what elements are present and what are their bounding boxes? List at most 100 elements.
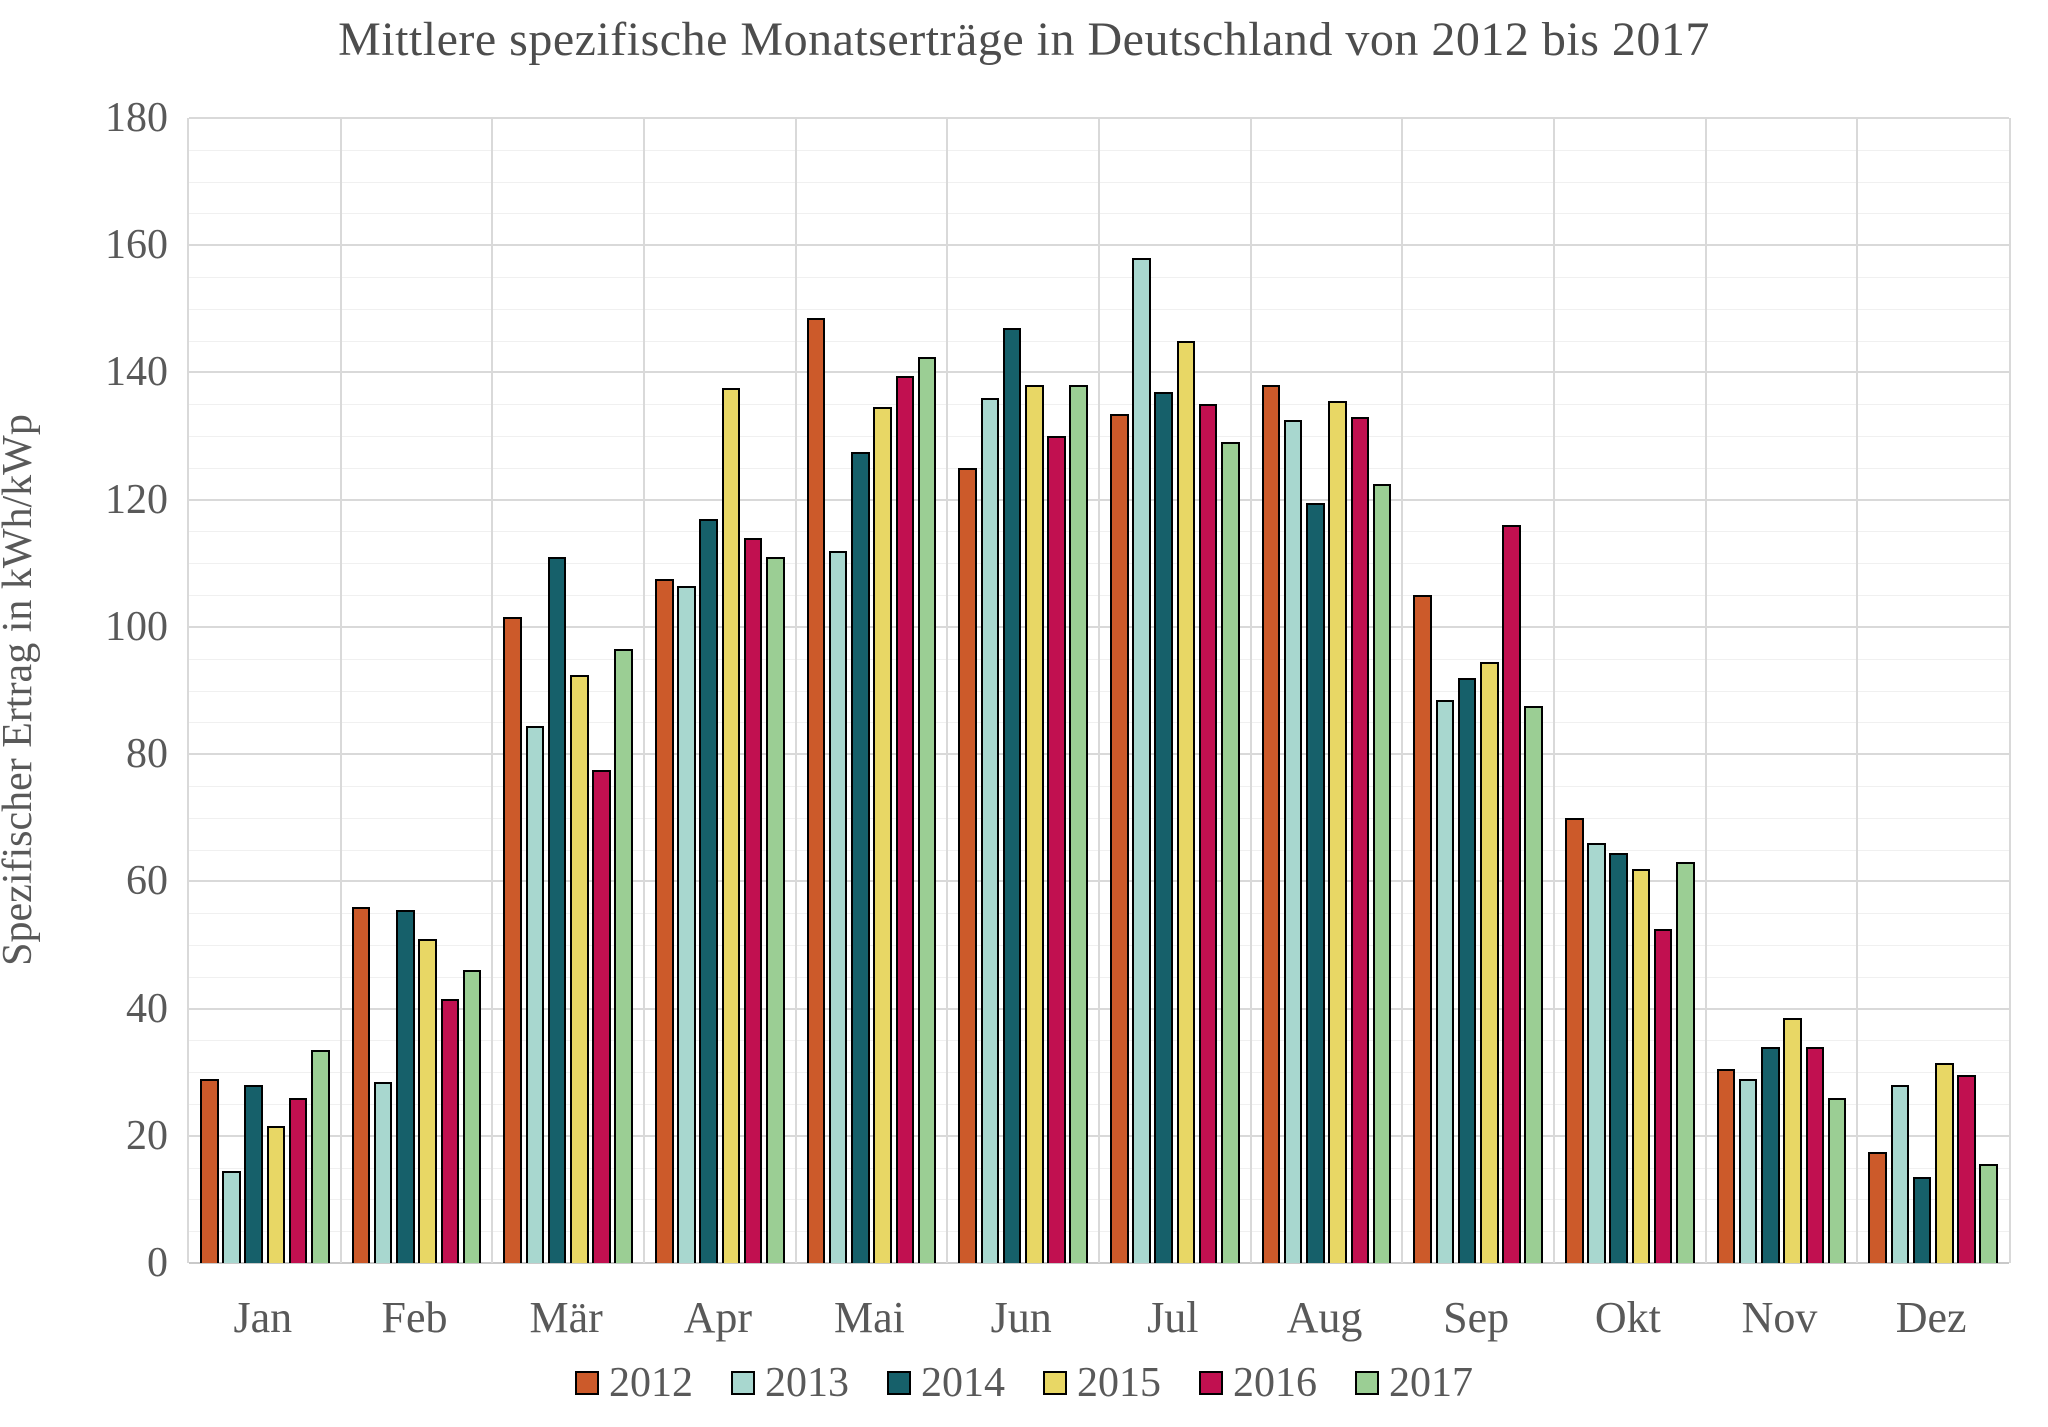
- x-tick-label-Aug: Aug: [1286, 1293, 1363, 1342]
- bar-2014-Apr: [699, 518, 718, 1263]
- bar-2015-Jun: [1025, 385, 1044, 1263]
- vertical-gridline: [946, 118, 949, 1263]
- legend-label-2017: 2017: [1389, 1360, 1473, 1406]
- vertical-gridline: [491, 118, 494, 1263]
- bar-2017-Jul: [1221, 442, 1240, 1263]
- bar-2013-Feb: [373, 1081, 393, 1263]
- bar-2016-Jul: [1198, 404, 1218, 1263]
- bar-2013-Mai: [828, 550, 848, 1263]
- x-tick-label-Jul: Jul: [1147, 1293, 1199, 1342]
- bar-2014-Mai: [851, 451, 870, 1263]
- vertical-gridline: [1098, 118, 1100, 1263]
- bar-2012-Apr: [655, 579, 674, 1263]
- bar-2015-Mär: [570, 674, 589, 1263]
- bar-2013-Nov: [1738, 1078, 1758, 1263]
- y-tick-label: 120: [105, 476, 168, 523]
- bar-2013-Dez: [1890, 1084, 1910, 1263]
- x-axis-line: [189, 1262, 2009, 1264]
- bar-2016-Aug: [1350, 416, 1370, 1263]
- bar-2012-Mär: [503, 617, 522, 1263]
- y-tick-label: 100: [105, 603, 168, 650]
- plot-area: [187, 117, 2011, 1264]
- bar-2017-Nov: [1827, 1097, 1847, 1263]
- bar-2012-Mai: [806, 318, 826, 1263]
- bar-2014-Jul: [1154, 391, 1173, 1263]
- bar-2013-Jan: [222, 1170, 241, 1263]
- y-tick-label: 0: [147, 1240, 168, 1286]
- bar-2017-Okt: [1676, 862, 1695, 1263]
- legend-swatch-2014: [887, 1371, 911, 1395]
- y-tick-label: 140: [105, 349, 168, 396]
- bar-2013-Mär: [525, 725, 545, 1263]
- x-tick-label-Nov: Nov: [1741, 1293, 1818, 1342]
- legend: 2012 2013 2014 2015 2016 2017: [0, 1362, 2048, 1404]
- bar-2015-Apr: [721, 388, 741, 1263]
- bar-2016-Feb: [440, 999, 460, 1263]
- bar-2015-Okt: [1631, 868, 1651, 1263]
- chart-title: Mittlere spezifische Monatserträge in De…: [338, 13, 1710, 66]
- bar-2016-Apr: [743, 537, 763, 1263]
- bar-2014-Feb: [396, 909, 415, 1263]
- bar-2012-Dez: [1868, 1151, 1887, 1263]
- y-axis-title: Spezifischer Ertrag in kWh/kWp: [0, 414, 41, 966]
- bar-2012-Feb: [351, 906, 371, 1263]
- bar-2012-Jul: [1110, 413, 1129, 1263]
- bar-2013-Okt: [1587, 843, 1606, 1263]
- y-tick-label: 180: [105, 95, 168, 141]
- x-tick-label-Mai: Mai: [834, 1293, 905, 1342]
- bar-2015-Nov: [1783, 1018, 1802, 1263]
- y-tick-label: 160: [105, 222, 168, 269]
- bar-2013-Jun: [980, 397, 1000, 1263]
- bar-2016-Nov: [1805, 1046, 1825, 1263]
- vertical-gridline: [643, 118, 645, 1263]
- bar-2014-Dez: [1912, 1177, 1932, 1263]
- bar-2013-Aug: [1283, 420, 1303, 1263]
- bar-2015-Sep: [1480, 661, 1499, 1263]
- vertical-gridline: [1856, 118, 1859, 1263]
- legend-item-2017: 2017: [1355, 1362, 1473, 1404]
- legend-label-2013: 2013: [765, 1360, 849, 1406]
- bar-2017-Mär: [614, 649, 633, 1263]
- legend-item-2015: 2015: [1043, 1362, 1161, 1404]
- bar-2013-Jul: [1132, 257, 1151, 1263]
- vertical-gridline: [1704, 118, 1707, 1263]
- bar-2016-Okt: [1653, 929, 1673, 1263]
- bar-2012-Sep: [1413, 595, 1432, 1263]
- x-tick-label-Okt: Okt: [1594, 1293, 1661, 1342]
- bar-2017-Dez: [1979, 1164, 1998, 1263]
- legend-swatch-2013: [731, 1371, 755, 1395]
- vertical-gridline: [339, 118, 342, 1263]
- x-tick-label-Apr: Apr: [683, 1293, 753, 1342]
- bar-2015-Jul: [1176, 340, 1196, 1263]
- bar-2014-Jan: [244, 1084, 263, 1263]
- legend-item-2016: 2016: [1199, 1362, 1317, 1404]
- bar-2014-Sep: [1457, 677, 1477, 1263]
- legend-swatch-2017: [1355, 1371, 1379, 1395]
- bar-2013-Sep: [1435, 700, 1455, 1263]
- x-tick-label-Feb: Feb: [381, 1293, 448, 1342]
- legend-label-2016: 2016: [1233, 1360, 1317, 1406]
- bar-2016-Mär: [592, 770, 611, 1263]
- x-tick-label-Jun: Jun: [990, 1293, 1052, 1342]
- x-tick-label-Dez: Dez: [1895, 1293, 1967, 1342]
- legend-label-2012: 2012: [609, 1360, 693, 1406]
- bar-2014-Okt: [1609, 852, 1628, 1263]
- bar-2015-Aug: [1328, 401, 1347, 1263]
- bar-2017-Jan: [311, 1049, 330, 1263]
- bar-2016-Jan: [288, 1097, 308, 1263]
- bar-2015-Feb: [418, 938, 437, 1263]
- bar-2012-Okt: [1565, 817, 1584, 1263]
- bar-2016-Jun: [1047, 436, 1066, 1263]
- bar-2017-Feb: [462, 970, 482, 1263]
- bar-2016-Mai: [895, 375, 915, 1263]
- legend-swatch-2015: [1043, 1371, 1067, 1395]
- bar-2012-Jan: [200, 1078, 219, 1263]
- bar-2014-Mär: [547, 556, 567, 1263]
- legend-item-2012: 2012: [575, 1362, 693, 1404]
- vertical-gridline: [1401, 118, 1404, 1263]
- legend-swatch-2012: [575, 1371, 599, 1395]
- legend-swatch-2016: [1199, 1371, 1223, 1395]
- bar-2017-Apr: [766, 556, 785, 1263]
- bar-2017-Mai: [917, 356, 937, 1263]
